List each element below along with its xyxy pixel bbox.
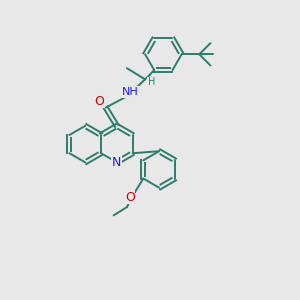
Text: O: O bbox=[125, 190, 135, 204]
Text: H: H bbox=[148, 77, 155, 87]
Text: N: N bbox=[112, 156, 122, 169]
Text: O: O bbox=[94, 94, 104, 108]
Text: NH: NH bbox=[122, 87, 138, 97]
